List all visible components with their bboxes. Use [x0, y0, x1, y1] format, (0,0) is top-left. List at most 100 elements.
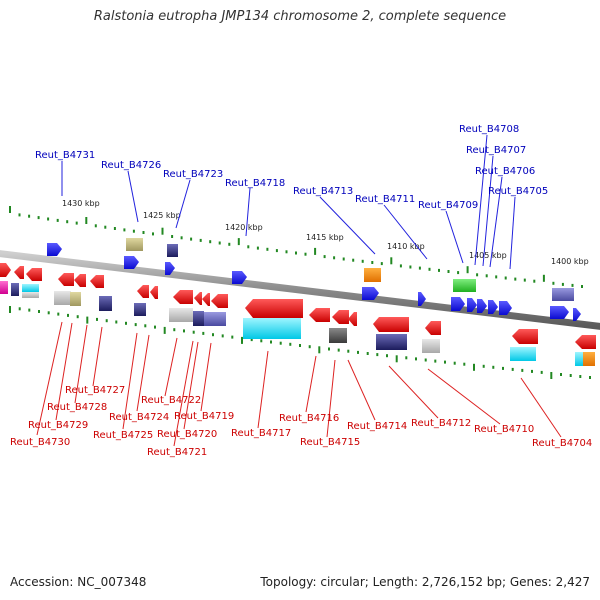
- gene-arrow[interactable]: [488, 300, 498, 314]
- minor-tick: [453, 361, 456, 365]
- gene-block[interactable]: [0, 281, 8, 294]
- gene-arrow[interactable]: [245, 299, 303, 318]
- minor-tick: [56, 218, 59, 222]
- gene-block[interactable]: [575, 352, 583, 366]
- gene-block[interactable]: [453, 279, 476, 292]
- gene-label-reut-b4720[interactable]: Reut_B4720: [157, 429, 217, 440]
- gene-label-reut-b4727[interactable]: Reut_B4727: [65, 385, 125, 396]
- gene-arrow[interactable]: [477, 299, 487, 313]
- gene-arrow[interactable]: [451, 297, 465, 311]
- minor-tick: [289, 342, 292, 346]
- gene-arrow[interactable]: [74, 274, 86, 287]
- gene-label-reut-b4722[interactable]: Reut_B4722: [141, 395, 201, 406]
- gene-arrow[interactable]: [575, 335, 596, 349]
- gene-block[interactable]: [70, 292, 81, 306]
- gene-arrow[interactable]: [14, 266, 24, 279]
- gene-label-reut-b4704[interactable]: Reut_B4704: [532, 438, 592, 449]
- minor-tick: [308, 345, 311, 349]
- minor-tick: [228, 242, 231, 246]
- leader-line: [347, 359, 376, 421]
- minor-tick: [418, 266, 421, 270]
- gene-block[interactable]: [510, 347, 536, 361]
- gene-label-reut-b4724[interactable]: Reut_B4724: [109, 412, 169, 423]
- gene-label-reut-b4719[interactable]: Reut_B4719: [174, 411, 234, 422]
- gene-arrow[interactable]: [348, 312, 357, 326]
- gene-arrow[interactable]: [512, 329, 538, 344]
- gene-label-reut-b4717[interactable]: Reut_B4717: [231, 428, 291, 439]
- gene-label-reut-b4721[interactable]: Reut_B4721: [147, 447, 207, 458]
- gene-arrow[interactable]: [90, 275, 104, 288]
- gene-label-reut-b4728[interactable]: Reut_B4728: [47, 402, 107, 413]
- gene-block[interactable]: [167, 244, 178, 257]
- leader-line: [175, 179, 191, 229]
- gene-block[interactable]: [126, 238, 143, 251]
- minor-tick: [380, 262, 383, 266]
- gene-block[interactable]: [552, 288, 574, 301]
- minor-tick: [492, 365, 495, 369]
- gene-arrow[interactable]: [194, 292, 202, 305]
- gene-block[interactable]: [364, 268, 381, 282]
- gene-label-reut-b4713[interactable]: Reut_B4713: [293, 186, 353, 197]
- gene-block[interactable]: [22, 284, 39, 292]
- gene-arrow[interactable]: [362, 287, 379, 300]
- minor-tick: [511, 367, 514, 371]
- leader-line: [92, 326, 103, 387]
- gene-label-reut-b4718[interactable]: Reut_B4718: [225, 178, 285, 189]
- gene-block[interactable]: [193, 311, 204, 326]
- gene-arrow[interactable]: [418, 292, 426, 306]
- gene-label-reut-b4712[interactable]: Reut_B4712: [411, 418, 471, 429]
- gene-label-reut-b4707[interactable]: Reut_B4707: [466, 145, 526, 156]
- gene-arrow[interactable]: [58, 273, 74, 286]
- gene-arrow[interactable]: [332, 310, 349, 324]
- gene-arrow[interactable]: [373, 317, 409, 332]
- gene-arrow[interactable]: [0, 263, 11, 277]
- gene-block[interactable]: [329, 328, 347, 343]
- gene-block[interactable]: [169, 308, 193, 322]
- minor-tick: [581, 285, 583, 288]
- gene-arrow[interactable]: [26, 268, 42, 281]
- gene-label-reut-b4705[interactable]: Reut_B4705: [488, 186, 548, 197]
- gene-label-reut-b4716[interactable]: Reut_B4716: [279, 413, 339, 424]
- gene-block[interactable]: [22, 292, 39, 298]
- gene-label-reut-b4729[interactable]: Reut_B4729: [28, 420, 88, 431]
- gene-arrow[interactable]: [124, 256, 139, 269]
- gene-arrow[interactable]: [150, 286, 158, 299]
- gene-label-reut-b4726[interactable]: Reut_B4726: [101, 160, 161, 171]
- gene-arrow[interactable]: [211, 294, 228, 308]
- gene-label-reut-b4730[interactable]: Reut_B4730: [10, 437, 70, 448]
- gene-label-reut-b4714[interactable]: Reut_B4714: [347, 421, 407, 432]
- gene-label-reut-b4708[interactable]: Reut_B4708: [459, 124, 519, 135]
- gene-arrow[interactable]: [165, 262, 175, 275]
- gene-arrow[interactable]: [137, 285, 149, 298]
- gene-block[interactable]: [99, 296, 112, 311]
- gene-block[interactable]: [376, 334, 407, 350]
- gene-label-reut-b4710[interactable]: Reut_B4710: [474, 424, 534, 435]
- gene-arrow[interactable]: [573, 308, 581, 321]
- gene-label-reut-b4731[interactable]: Reut_B4731: [35, 150, 95, 161]
- gene-label-reut-b4706[interactable]: Reut_B4706: [475, 166, 535, 177]
- gene-arrow[interactable]: [467, 298, 477, 312]
- minor-tick: [352, 258, 355, 262]
- gene-label-reut-b4711[interactable]: Reut_B4711: [355, 194, 415, 205]
- gene-block[interactable]: [422, 339, 440, 353]
- gene-label-reut-b4723[interactable]: Reut_B4723: [163, 169, 223, 180]
- gene-arrow[interactable]: [232, 271, 247, 284]
- gene-label-reut-b4709[interactable]: Reut_B4709: [418, 200, 478, 211]
- gene-arrow[interactable]: [173, 290, 193, 304]
- gene-block[interactable]: [54, 291, 71, 305]
- gene-arrow[interactable]: [47, 243, 62, 256]
- gene-block[interactable]: [11, 283, 19, 296]
- gene-arrow[interactable]: [550, 306, 569, 319]
- gene-block[interactable]: [243, 318, 301, 339]
- gene-block[interactable]: [204, 312, 226, 326]
- gene-arrow[interactable]: [309, 308, 330, 322]
- gene-label-reut-b4715[interactable]: Reut_B4715: [300, 437, 360, 448]
- gene-arrow[interactable]: [425, 321, 441, 335]
- gene-arrow[interactable]: [202, 293, 210, 306]
- gene-block[interactable]: [134, 303, 146, 316]
- gene-block[interactable]: [583, 352, 595, 366]
- gene-arrow[interactable]: [499, 301, 512, 315]
- gene-label-reut-b4725[interactable]: Reut_B4725: [93, 430, 153, 441]
- major-tick: [241, 336, 243, 344]
- minor-tick: [212, 333, 214, 337]
